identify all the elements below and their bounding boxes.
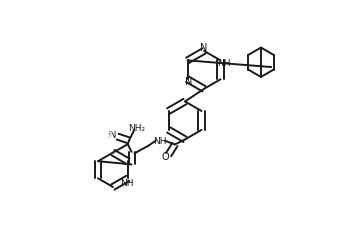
Text: iN: iN bbox=[107, 130, 116, 139]
Text: O: O bbox=[162, 151, 170, 161]
Text: NH: NH bbox=[153, 136, 167, 145]
Text: iN: iN bbox=[103, 131, 113, 140]
Text: NH: NH bbox=[217, 59, 231, 68]
Text: N: N bbox=[201, 43, 208, 53]
Text: NH: NH bbox=[120, 179, 133, 188]
Text: N: N bbox=[185, 76, 193, 86]
Text: NH₂: NH₂ bbox=[128, 123, 145, 132]
Text: iN: iN bbox=[103, 131, 112, 140]
